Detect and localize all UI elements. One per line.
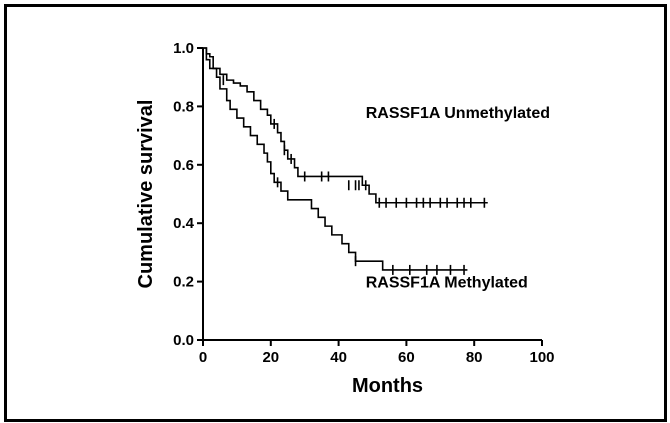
axes: 0 20 40 60 80 100 0.0 0.2 0.4 0.6 0.8 1.0 — [173, 40, 554, 366]
survival-curve-unmethylated — [203, 47, 488, 204]
annotation-unmethylated: RASSF1A Unmethylated — [366, 105, 550, 122]
y-axis-title: Cumulative survival — [135, 100, 157, 289]
survival-curve-methylated — [203, 47, 468, 271]
y-tick-label: 0.2 — [173, 274, 194, 291]
y-tick-label: 1.0 — [173, 40, 194, 57]
y-tick-label: 0.8 — [173, 98, 194, 115]
y-tick-label: 0.6 — [173, 157, 194, 174]
x-tick-label: 100 — [529, 349, 554, 366]
figure-frame — [4, 4, 667, 422]
y-tick-label: 0.4 — [173, 215, 195, 232]
annotation-methylated: RASSF1A Methylated — [366, 274, 528, 291]
x-tick-label: 80 — [466, 349, 483, 366]
x-ticks: 0 20 40 60 80 100 — [199, 340, 555, 366]
x-tick-label: 20 — [262, 349, 279, 366]
x-tick-label: 60 — [398, 349, 415, 366]
x-tick-label: 0 — [199, 349, 207, 366]
y-ticks: 0.0 0.2 0.4 0.6 0.8 1.0 — [173, 40, 203, 349]
series-layer — [203, 47, 488, 275]
x-axis-title: Months — [352, 375, 423, 397]
x-tick-label: 40 — [330, 349, 347, 366]
annotation-layer: RASSF1A Unmethylated RASSF1A Methylated — [366, 105, 550, 291]
y-tick-label: 0.0 — [173, 332, 194, 349]
